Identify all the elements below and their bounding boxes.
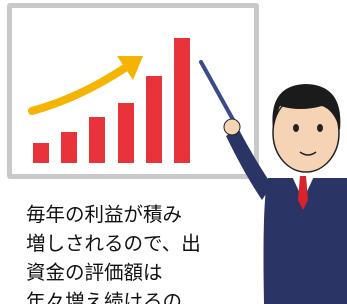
bar bbox=[174, 38, 190, 163]
hand bbox=[224, 119, 240, 135]
page: 毎年の利益が積み 増しされるので、出 資金の評価額は 年々増え続けるの (() … bbox=[0, 0, 347, 304]
bar bbox=[89, 117, 105, 163]
caption-line: 毎年の利益が積み bbox=[26, 203, 182, 226]
bar bbox=[61, 132, 77, 163]
bar bbox=[146, 76, 162, 163]
eye bbox=[317, 124, 323, 132]
caption-line: 年々増え続けるの bbox=[26, 290, 182, 304]
illustration: 毎年の利益が積み 増しされるので、出 資金の評価額は 年々増え続けるの bbox=[0, 0, 347, 304]
caption-line: 増しされるので、出 bbox=[26, 232, 201, 255]
eye bbox=[293, 124, 299, 132]
bar bbox=[33, 143, 49, 163]
whiteboard bbox=[7, 3, 259, 179]
bar bbox=[118, 103, 134, 163]
caption-line: 資金の評価額は bbox=[26, 261, 163, 284]
